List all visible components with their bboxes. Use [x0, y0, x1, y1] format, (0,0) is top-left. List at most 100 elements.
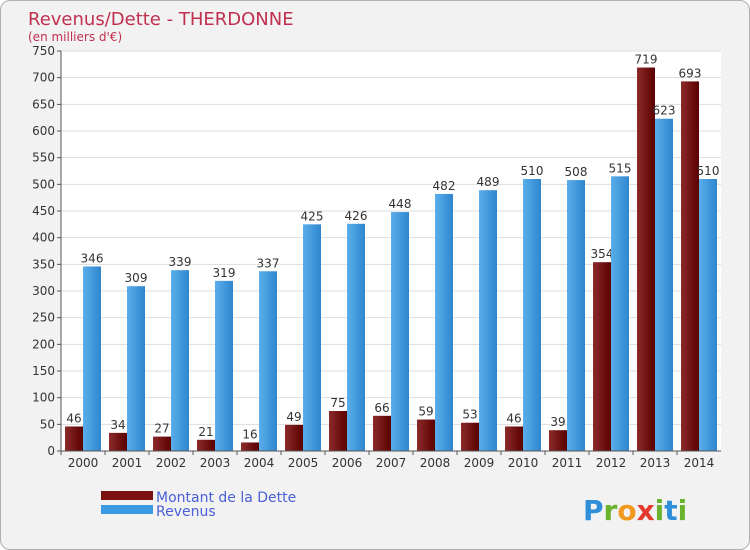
bar-revenus: [303, 224, 321, 451]
legend-label: Revenus: [156, 504, 216, 520]
bar-revenus: [215, 280, 233, 451]
y-tick-label: 350: [32, 257, 55, 271]
y-tick-label: 500: [32, 177, 55, 191]
y-tick-label: 450: [32, 204, 55, 218]
x-tick-label: 2008: [420, 456, 451, 470]
data-label-revenus: 448: [389, 197, 412, 211]
data-label-revenus: 319: [213, 266, 236, 280]
y-tick-label: 300: [32, 284, 55, 298]
bar-dette: [65, 426, 83, 451]
bar-dette: [285, 424, 303, 451]
data-label-revenus: 510: [697, 164, 720, 178]
data-label-dette: 75: [330, 396, 345, 410]
y-tick-label: 700: [32, 71, 55, 85]
logo-letter: t: [664, 494, 677, 527]
bar-revenus: [567, 180, 585, 452]
legend-label: Montant de la Dette: [156, 490, 296, 506]
bar-revenus: [611, 176, 629, 452]
bar-revenus: [523, 179, 541, 451]
bar-revenus: [83, 266, 101, 451]
data-label-dette: 27: [154, 422, 169, 436]
bar-revenus: [699, 179, 717, 451]
logo-text: Proxiti: [583, 494, 687, 527]
bar-dette: [417, 419, 435, 451]
bar-revenus: [655, 118, 673, 451]
x-tick-label: 2009: [464, 456, 495, 470]
data-label-revenus: 482: [433, 179, 456, 193]
chart-subtitle: (en milliers d'€): [28, 30, 122, 44]
y-tick-label: 50: [40, 417, 55, 431]
bar-dette: [593, 262, 611, 451]
bar-revenus: [259, 271, 277, 451]
bar-revenus: [127, 286, 145, 451]
data-label-dette: 693: [679, 66, 702, 80]
bar-dette: [681, 81, 699, 452]
x-tick-label: 2010: [508, 456, 539, 470]
data-label-revenus: 309: [125, 271, 148, 285]
x-tick-label: 2003: [200, 456, 231, 470]
y-tick-label: 200: [32, 337, 55, 351]
logo-letter: i: [678, 494, 688, 527]
bar-dette: [505, 426, 523, 451]
data-label-revenus: 623: [653, 104, 676, 118]
data-label-revenus: 426: [345, 209, 368, 223]
x-tick-label: 2001: [112, 456, 143, 470]
x-tick-label: 2006: [332, 456, 363, 470]
bar-dette: [637, 67, 655, 452]
bar-dette: [109, 432, 127, 451]
x-tick-label: 2004: [244, 456, 275, 470]
y-tick-label: 650: [32, 97, 55, 111]
logo-letter: o: [617, 494, 636, 527]
x-tick-label: 2012: [596, 456, 627, 470]
y-tick-label: 150: [32, 364, 55, 378]
data-label-dette: 66: [374, 401, 389, 415]
x-tick-label: 2014: [684, 456, 715, 470]
legend-swatch: [101, 505, 153, 514]
y-tick-label: 0: [47, 444, 55, 458]
data-label-dette: 39: [550, 415, 565, 429]
data-label-dette: 46: [66, 411, 81, 425]
logo-letter: i: [655, 494, 665, 527]
chart-title: Revenus/Dette - THERDONNE: [28, 9, 294, 30]
y-tick-label: 100: [32, 391, 55, 405]
y-tick-label: 750: [32, 44, 55, 58]
bar-dette: [549, 430, 567, 451]
bar-dette: [373, 415, 391, 451]
proxiti-logo: Proxiti: [583, 494, 687, 527]
x-axis: 2000 2001 2002 2003 2004 2005 2006 2007 2008 2009…: [60, 450, 721, 470]
x-tick-label: 2005: [288, 456, 319, 470]
data-label-revenus: 339: [169, 255, 192, 269]
bar-dette: [329, 411, 347, 451]
bar-dette: [241, 442, 259, 451]
bar-dette: [197, 439, 215, 451]
bar-dette: [461, 422, 479, 451]
x-tick-label: 2000: [68, 456, 99, 470]
x-tick-label: 2007: [376, 456, 407, 470]
data-label-revenus: 489: [477, 175, 500, 189]
bar-revenus: [435, 193, 453, 451]
data-label-dette: 16: [242, 427, 257, 441]
data-label-dette: 719: [635, 53, 658, 67]
legend-swatch: [101, 491, 153, 500]
y-axis: 0 50 100 150 200 250 300 350 400 450 500 550 600 650 7…: [32, 44, 62, 458]
data-label-revenus: 515: [609, 161, 632, 175]
data-label-dette: 34: [110, 418, 125, 432]
y-tick-label: 600: [32, 124, 55, 138]
bar-revenus: [171, 270, 189, 451]
data-label-dette: 46: [506, 411, 521, 425]
logo-letter: r: [604, 494, 618, 527]
bars: 46 346 34 309 27 339 21 319 16 337 49 425 75 426 66 448…: [65, 53, 720, 452]
x-tick-label: 2013: [640, 456, 671, 470]
logo-letter: x: [637, 494, 655, 527]
data-label-dette: 59: [418, 405, 433, 419]
data-label-dette: 49: [286, 410, 301, 424]
x-tick-label: 2011: [552, 456, 583, 470]
bar-revenus: [391, 212, 409, 451]
data-label-revenus: 510: [521, 164, 544, 178]
data-label-revenus: 508: [565, 165, 588, 179]
data-label-revenus: 425: [301, 209, 324, 223]
data-label-revenus: 346: [81, 251, 104, 265]
data-label-dette: 53: [462, 408, 477, 422]
